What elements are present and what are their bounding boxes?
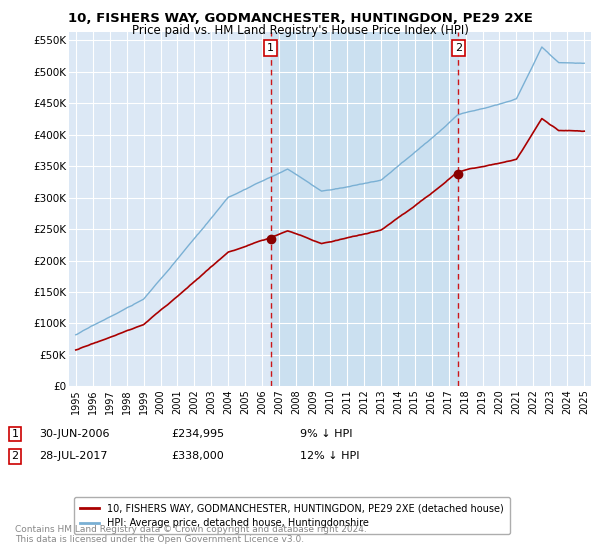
Text: 2: 2	[455, 43, 462, 53]
Text: 9% ↓ HPI: 9% ↓ HPI	[300, 429, 353, 439]
Text: £338,000: £338,000	[171, 451, 224, 461]
Text: 1: 1	[11, 429, 19, 439]
Text: 12% ↓ HPI: 12% ↓ HPI	[300, 451, 359, 461]
Text: 28-JUL-2017: 28-JUL-2017	[39, 451, 107, 461]
Bar	[271, 32, 458, 386]
Text: 2: 2	[11, 451, 19, 461]
Text: 10, FISHERS WAY, GODMANCHESTER, HUNTINGDON, PE29 2XE: 10, FISHERS WAY, GODMANCHESTER, HUNTINGD…	[68, 12, 532, 25]
Text: £234,995: £234,995	[171, 429, 224, 439]
Text: 30-JUN-2006: 30-JUN-2006	[39, 429, 110, 439]
Text: Price paid vs. HM Land Registry's House Price Index (HPI): Price paid vs. HM Land Registry's House …	[131, 24, 469, 36]
Text: 1: 1	[267, 43, 274, 53]
Legend: 10, FISHERS WAY, GODMANCHESTER, HUNTINGDON, PE29 2XE (detached house), HPI: Aver: 10, FISHERS WAY, GODMANCHESTER, HUNTINGD…	[74, 497, 509, 534]
Text: Contains HM Land Registry data © Crown copyright and database right 2024.
This d: Contains HM Land Registry data © Crown c…	[15, 525, 367, 544]
